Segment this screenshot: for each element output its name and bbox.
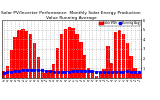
Bar	[2, 71, 5, 78]
Bar	[79, 42, 83, 78]
Bar	[75, 34, 79, 78]
Bar	[6, 66, 9, 78]
Bar	[52, 64, 56, 78]
Bar	[122, 34, 125, 78]
Bar	[137, 73, 140, 78]
Bar	[48, 70, 52, 78]
Bar	[114, 32, 117, 78]
Bar	[56, 48, 59, 78]
Bar	[21, 29, 24, 78]
Bar	[64, 29, 67, 78]
Bar	[13, 37, 17, 78]
Bar	[10, 50, 13, 78]
Bar	[60, 34, 63, 78]
Bar	[133, 68, 137, 78]
Bar	[91, 72, 94, 78]
Bar	[102, 69, 106, 78]
Bar	[95, 76, 98, 78]
Bar	[87, 68, 90, 78]
Bar	[33, 43, 36, 78]
Legend: Solar kWh, Running Avg: Solar kWh, Running Avg	[99, 21, 140, 26]
Bar	[129, 56, 133, 78]
Bar	[83, 55, 86, 78]
Bar	[99, 72, 102, 78]
Bar	[17, 30, 21, 78]
Title: Solar PV/Inverter Performance  Monthly Solar Energy Production Value Running Ave: Solar PV/Inverter Performance Monthly So…	[1, 11, 141, 20]
Bar	[29, 34, 32, 78]
Bar	[37, 57, 40, 78]
Bar	[72, 28, 75, 78]
Bar	[25, 31, 28, 78]
Bar	[106, 46, 110, 78]
Bar	[118, 30, 121, 78]
Bar	[126, 43, 129, 78]
Bar	[110, 62, 113, 78]
Bar	[68, 27, 71, 78]
Bar	[40, 69, 44, 78]
Bar	[44, 73, 48, 78]
